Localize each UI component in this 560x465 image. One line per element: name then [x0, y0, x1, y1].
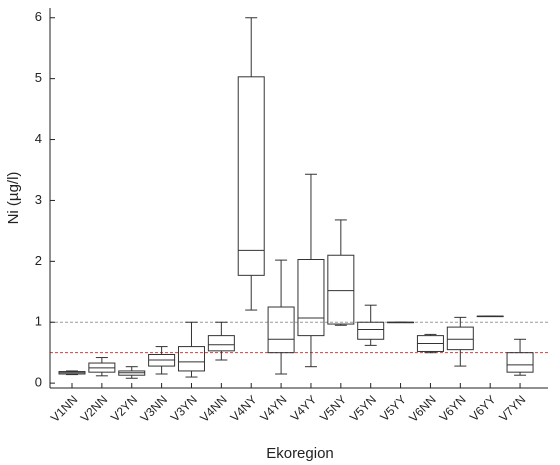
x-tick-label: V4YY — [288, 392, 320, 424]
x-tick-label: V4NN — [197, 392, 230, 425]
x-tick-label: V6YY — [467, 392, 499, 424]
box — [237, 76, 265, 276]
box — [327, 254, 355, 325]
box — [267, 306, 295, 354]
y-axis-label: Ni (µg/l) — [5, 172, 22, 225]
x-tick-label: V6NN — [406, 392, 439, 425]
x-tick-label: V5YY — [377, 392, 409, 424]
box — [297, 259, 325, 337]
box — [357, 321, 385, 340]
x-tick-label: V1NN — [48, 392, 81, 425]
y-tick-label: 2 — [35, 253, 42, 268]
box — [207, 335, 235, 352]
x-tick-label: V3NN — [137, 392, 170, 425]
x-tick-label: V3YN — [168, 392, 200, 424]
y-tick-label: 6 — [35, 9, 42, 24]
box — [177, 346, 205, 372]
x-tick-label: V2NN — [78, 392, 111, 425]
x-tick-label: V4YN — [257, 392, 289, 424]
y-tick-label: 4 — [35, 131, 42, 146]
x-tick-label: V6YN — [437, 392, 469, 424]
x-tick-label: V4NY — [228, 392, 260, 424]
y-tick-label: 1 — [35, 314, 42, 329]
x-tick-label: V5YN — [347, 392, 379, 424]
x-tick-label: V7YN — [496, 392, 528, 424]
box — [446, 326, 474, 351]
y-tick-label: 5 — [35, 70, 42, 85]
y-tick-label: 0 — [35, 375, 42, 390]
y-tick-label: 3 — [35, 192, 42, 207]
x-axis-label: Ekoregion — [266, 445, 334, 462]
x-tick-label: V2YN — [108, 392, 140, 424]
x-tick-label: V5NY — [317, 392, 349, 424]
box — [506, 352, 534, 373]
